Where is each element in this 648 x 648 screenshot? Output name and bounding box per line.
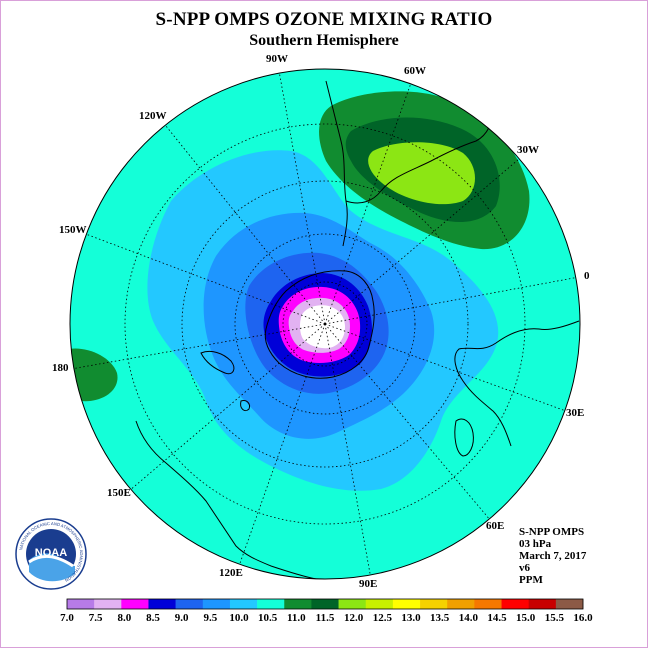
colorbar-label: 14.5 xyxy=(487,612,507,624)
colorbar-swatch xyxy=(392,599,421,609)
colorbar-label: 11.0 xyxy=(287,612,306,624)
coastlines xyxy=(135,80,580,579)
lon-label-90w: 90W xyxy=(266,53,288,65)
lon-label-150e: 150E xyxy=(107,487,131,499)
colorbar-swatch xyxy=(555,599,584,609)
page-title: S-NPP OMPS OZONE MIXING RATIO xyxy=(155,9,493,30)
lon-label-180: 180 xyxy=(52,362,69,374)
colorbar-label: 8.5 xyxy=(146,612,160,624)
lon-label-60e: 60E xyxy=(486,520,504,532)
colorbar-swatch xyxy=(420,599,448,609)
contour-7-0 xyxy=(300,305,345,349)
colorbar-swatch xyxy=(94,599,122,609)
colorbar-swatch xyxy=(501,599,529,609)
coast-madagascar xyxy=(454,418,474,457)
meridian-120e xyxy=(238,323,326,567)
lon-label-30e: 30E xyxy=(566,407,584,419)
lon-label-90e: 90E xyxy=(359,578,377,590)
lon-label-120w: 120W xyxy=(139,110,167,122)
colorbar-swatch xyxy=(67,599,95,609)
info-satellite: S-NPP OMPS xyxy=(519,526,585,538)
coast-antarctica xyxy=(264,270,375,379)
meridian-180 xyxy=(70,323,326,370)
lon-label-150w: 150W xyxy=(59,224,87,236)
colorbar-label: 11.5 xyxy=(316,612,335,624)
lon-label-30w: 30W xyxy=(517,144,539,156)
colorbar-label: 13.5 xyxy=(430,612,450,624)
meridian-0 xyxy=(324,276,580,325)
colorbar-label: 9.0 xyxy=(175,612,189,624)
colorbar-swatch xyxy=(474,599,502,609)
lon-label-120e: 120E xyxy=(219,567,243,579)
coast-tasmania xyxy=(240,400,250,412)
contour-12-0 xyxy=(368,142,475,205)
coast-africa xyxy=(454,320,580,447)
latitude-circle-30s xyxy=(124,123,526,525)
colorbar-swatch xyxy=(284,599,312,609)
colorbar-swatch xyxy=(121,599,149,609)
info-block: S-NPP OMPS 03 hPa March 7, 2017 v6 PPM xyxy=(519,526,586,586)
noaa-logo-text: NOAA xyxy=(35,547,67,559)
noaa-logo-icon: NOAA NATIONAL OCEANIC AND ATMOSPHERIC AD… xyxy=(15,518,87,590)
info-level: 03 hPa xyxy=(519,538,552,550)
latitude-circle-45s xyxy=(181,180,469,468)
colorbar-label: 9.5 xyxy=(203,612,217,624)
colorbar-label: 16.0 xyxy=(573,612,593,624)
colorbar-label: 12.0 xyxy=(344,612,364,624)
info-units: PPM xyxy=(519,574,543,586)
colorbar-label: 14.0 xyxy=(459,612,479,624)
meridian-150e xyxy=(128,323,326,492)
lon-label-0: 0 xyxy=(584,270,590,282)
colorbar-swatch xyxy=(311,599,339,609)
colorbar-swatch xyxy=(148,599,176,609)
lat-lon-grid xyxy=(70,70,580,579)
colorbar-border xyxy=(66,598,584,610)
colorbar-label: 15.0 xyxy=(516,612,536,624)
page-subtitle: Southern Hemisphere xyxy=(249,32,399,49)
colorbar-swatch xyxy=(365,599,394,609)
latitude-circle-75s xyxy=(282,281,368,367)
contour-11-0-west xyxy=(70,348,118,402)
meridian-60e xyxy=(324,323,492,522)
info-version: v6 xyxy=(519,562,530,574)
colorbar-label: 7.5 xyxy=(89,612,103,624)
map-boundary xyxy=(69,68,581,580)
meridian-60w xyxy=(324,82,412,325)
colorbar-label: 15.5 xyxy=(545,612,565,624)
meridian-150w xyxy=(82,232,326,325)
ozone-field xyxy=(70,69,580,579)
colorbar-label: 10.5 xyxy=(258,612,278,624)
colorbar-swatch xyxy=(447,599,475,609)
longitude-labels: 90W 60W 30W 0 30E 60E 90E 120E 150E 180 … xyxy=(52,53,590,590)
colorbar-swatch xyxy=(229,599,258,609)
colorbar-swatch xyxy=(202,599,231,609)
meridian-30w xyxy=(324,158,520,325)
colorbar-swatch xyxy=(175,599,204,609)
colorbar-label: 13.0 xyxy=(401,612,421,624)
colorbar-swatch xyxy=(338,599,367,609)
info-date: March 7, 2017 xyxy=(519,550,587,562)
meridian-30e xyxy=(324,323,567,412)
lon-label-60w: 60W xyxy=(404,65,426,77)
coast-australia xyxy=(135,420,317,579)
colorbar-label: 8.0 xyxy=(117,612,131,624)
colorbar-swatch xyxy=(257,599,285,609)
colorbar-label: 12.5 xyxy=(373,612,393,624)
latitude-circle-60s xyxy=(234,233,416,415)
coast-new-zealand xyxy=(200,350,235,375)
colorbar-label: 10.0 xyxy=(229,612,249,624)
colorbar-label: 7.0 xyxy=(60,612,74,624)
colorbar-swatch xyxy=(528,599,557,609)
meridian-90w xyxy=(278,70,326,325)
colorbar: 7.0 7.5 8.0 8.5 9.0 9.5 10.0 10.5 11.0 11.5 12.0 12… xyxy=(60,598,593,624)
